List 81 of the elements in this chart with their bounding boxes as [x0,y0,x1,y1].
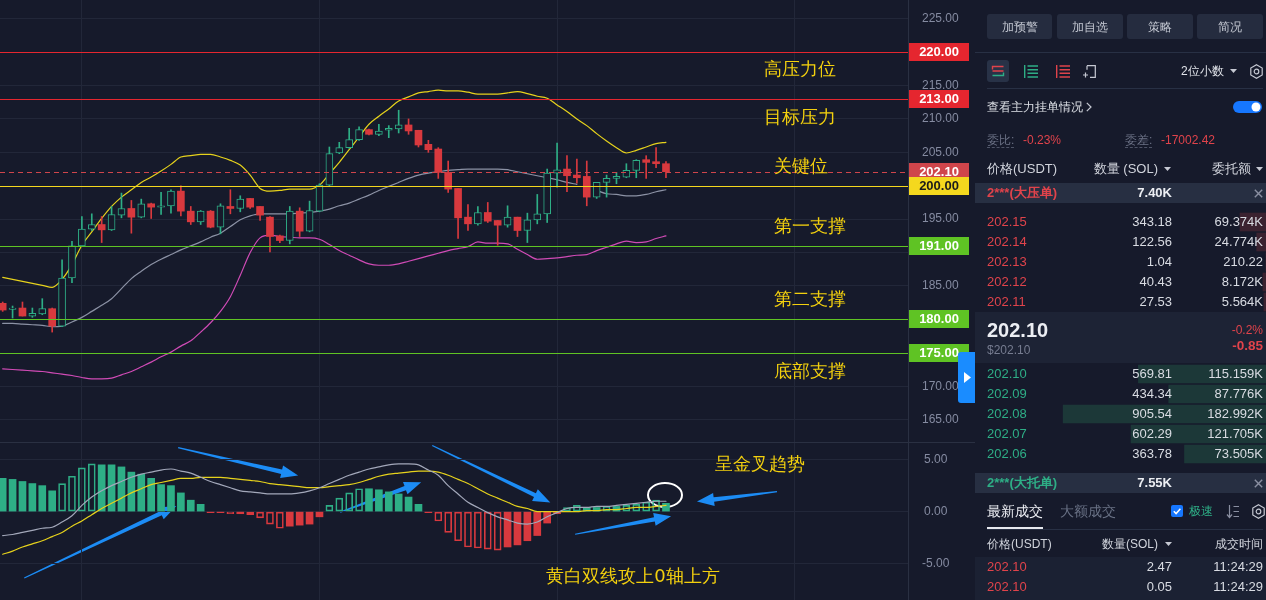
data-label: 115.159K [1208,365,1264,381]
y-tick-label: 202.10 [987,365,1027,381]
y-tick-label: 215.00 [922,77,960,92]
text: 极速 [1189,504,1213,518]
text: 122.56 [1132,233,1172,249]
ref-line-label: 220.00 [919,44,959,60]
data-label: 69.374K [1214,213,1264,229]
text: 0.05 [1146,579,1172,595]
text: 27.53 [1139,293,1172,309]
data-label: 210.22 [1223,253,1263,269]
data-label: 182.992K [1207,405,1264,421]
annotation: 602.29 [1132,425,1172,441]
data-label: 8.172K [1221,273,1264,289]
y-tick-label: 210.00 [922,111,960,126]
text: 第一支撑 [774,214,846,236]
text: 委差: [1125,133,1153,148]
text: 7.40K [1137,185,1172,201]
ref-line-label: 213.00 [919,91,959,107]
data-label: 73.505K [1214,445,1264,461]
text: $202.10 [987,343,1031,357]
y-tick-label: 202.12 [987,273,1027,289]
text: -17002.42 [1161,133,1216,147]
y-tick-label: 170.00 [922,378,960,393]
text: 数量(SOL) [1101,537,1158,551]
y-tick-label: 202.14 [987,233,1027,249]
ref-line-label: 200.00 [919,178,959,194]
y-tick-label: 0.00 [924,503,948,518]
ref-line-label: 175.00 [919,345,959,361]
text: 目标压力 [764,105,836,127]
y-tick-label: 202.07 [987,425,1027,441]
annotation: 569.81 [1132,365,1172,381]
y-tick-label: 202.09 [987,385,1027,401]
text: 最新成交 [987,502,1043,520]
y-tick-label: 202.06 [987,445,1027,461]
text: 数量 (SOL) [1093,161,1158,177]
text: 委比: [987,133,1015,148]
text: 2.47 [1146,559,1172,575]
y-tick-label: 195.00 [922,211,960,226]
y-tick-label: 5.00 [924,451,948,466]
text: 高压力位 [764,57,836,79]
text: 2***(大压单) [987,185,1058,201]
ref-line-label: 180.00 [919,311,959,327]
text: 大额成交 [1060,502,1116,520]
text: -0.23% [1023,133,1062,147]
y-tick-label: 202.15 [987,213,1027,229]
data-label: 5.564K [1221,293,1264,309]
y-tick-label: 185.00 [922,278,960,293]
text: 11:24:29 [1213,559,1263,575]
y-tick-label: 165.00 [922,411,960,426]
text: 40.43 [1139,273,1172,289]
text: -0.2% [1231,323,1263,337]
text: 价格(USDT) [987,161,1058,177]
text: -0.85 [1232,338,1263,354]
ref-line-label: 191.00 [919,238,959,254]
text: 呈金叉趋势 [715,452,805,474]
text: 343.18 [1132,213,1172,229]
y-tick-label: 202.11 [987,293,1026,309]
text: 委托额 [1212,161,1251,177]
data-label: 87.776K [1214,385,1264,401]
text: 第二支撑 [774,287,846,309]
y-tick-label: 202.08 [987,405,1027,421]
text: 成交时间 [1215,537,1263,551]
text: 关键位 [774,154,828,176]
y-tick-label: -5.00 [922,555,950,570]
annotation: 434.34 [1132,385,1172,401]
text: 价格(USDT) [987,537,1052,551]
annotation: 黄白双线攻上0轴上方 [546,564,720,586]
text: 2位小数 [1181,64,1224,78]
text: 7.55K [1137,475,1172,491]
data-label: 121.705K [1207,425,1264,441]
text: 1.04 [1146,253,1172,269]
text: 2***(大托单) [987,475,1058,491]
annotation: 363.78 [1132,445,1172,461]
annotation: 905.54 [1132,405,1172,421]
data-label: 24.774K [1214,233,1264,249]
text: 底部支撑 [774,359,846,381]
text: 查看主力挂单情况 [987,100,1083,114]
y-tick-label: 205.00 [922,144,960,159]
y-tick-label: 225.00 [922,11,960,26]
y-tick-label: 202.13 [987,253,1027,269]
text: 11:24:29 [1213,579,1263,595]
